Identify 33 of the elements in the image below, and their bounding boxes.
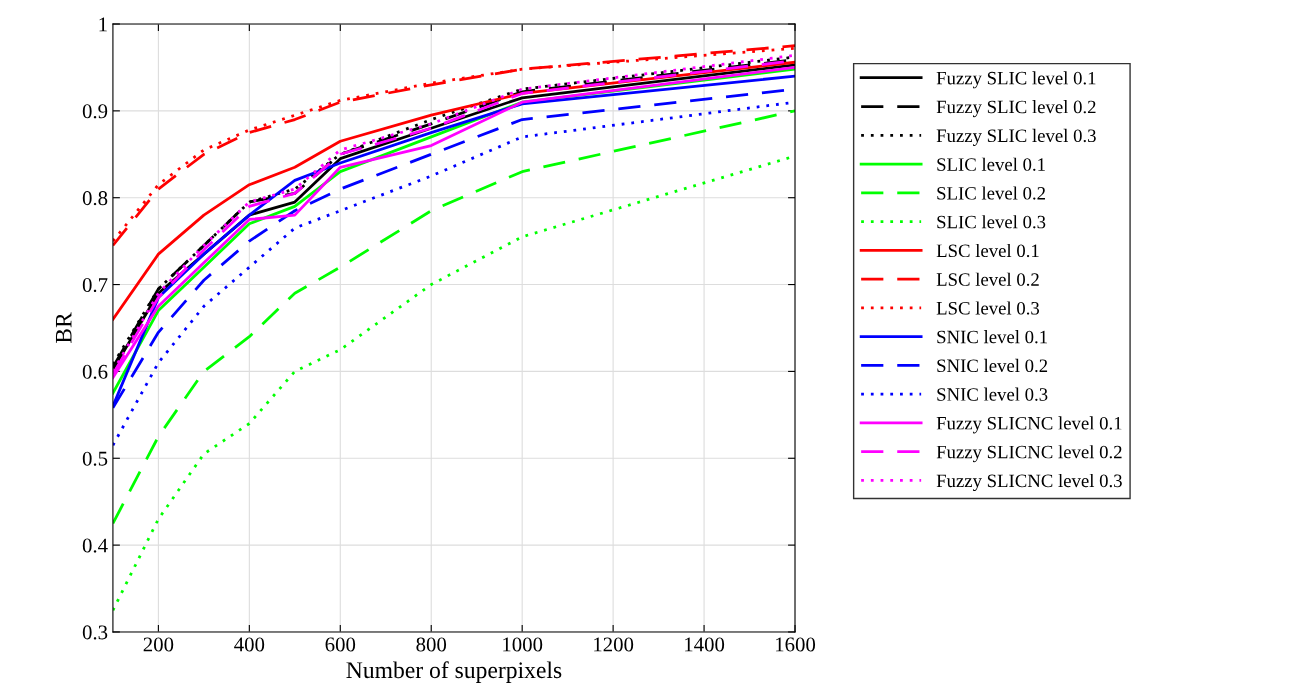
legend-label: Fuzzy SLICNC level 0.3 — [936, 473, 1122, 491]
y-tick-label: 0.8 — [82, 191, 108, 206]
y-tick-label: 0.3 — [82, 625, 108, 640]
y-tick-label: 0.7 — [82, 277, 108, 293]
x-tick-label: 1400 — [685, 637, 725, 652]
x-tick-label: 200 — [143, 637, 174, 652]
legend-label: Fuzzy SLICNC level 0.1 — [936, 416, 1122, 434]
x-tick-label: 1200 — [594, 637, 634, 652]
legend-label: Fuzzy SLIC level 0.3 — [936, 128, 1096, 146]
legend-label: SLIC level 0.2 — [937, 186, 1045, 200]
legend-label: LSC level 0.2 — [936, 272, 1039, 286]
legend-label: LSC level 0.1 — [936, 243, 1039, 258]
legend-label: SNIC level 0.3 — [937, 387, 1048, 401]
x-tick-label: 400 — [234, 637, 265, 652]
legend-label: SLIC level 0.3 — [937, 215, 1046, 229]
x-tick-label: 1600 — [776, 637, 816, 652]
y-tick-label: 1 — [99, 17, 107, 32]
legend-label: Fuzzy SLICNC level 0.2 — [936, 445, 1122, 463]
y-tick-label: 0.9 — [82, 104, 108, 119]
legend-label: SNIC level 0.2 — [937, 358, 1048, 373]
x-tick-label: 1000 — [503, 637, 543, 652]
y-tick-label: 0.6 — [82, 364, 108, 379]
y-tick-label: 0.5 — [82, 451, 108, 466]
x-tick-label: 600 — [325, 637, 356, 652]
y-tick-label: 0.4 — [82, 538, 108, 553]
legend-label: SLIC level 0.1 — [937, 157, 1045, 171]
x-tick-label: 800 — [416, 637, 447, 652]
legend-label: Fuzzy SLIC level 0.2 — [936, 100, 1096, 118]
legend-label: SNIC level 0.1 — [937, 330, 1047, 344]
legend-label: Fuzzy SLIC level 0.1 — [936, 71, 1096, 89]
y-axis-title: BR — [55, 312, 72, 344]
legend-label: LSC level 0.3 — [936, 301, 1040, 315]
x-axis-title: Number of superpixels — [346, 661, 562, 683]
